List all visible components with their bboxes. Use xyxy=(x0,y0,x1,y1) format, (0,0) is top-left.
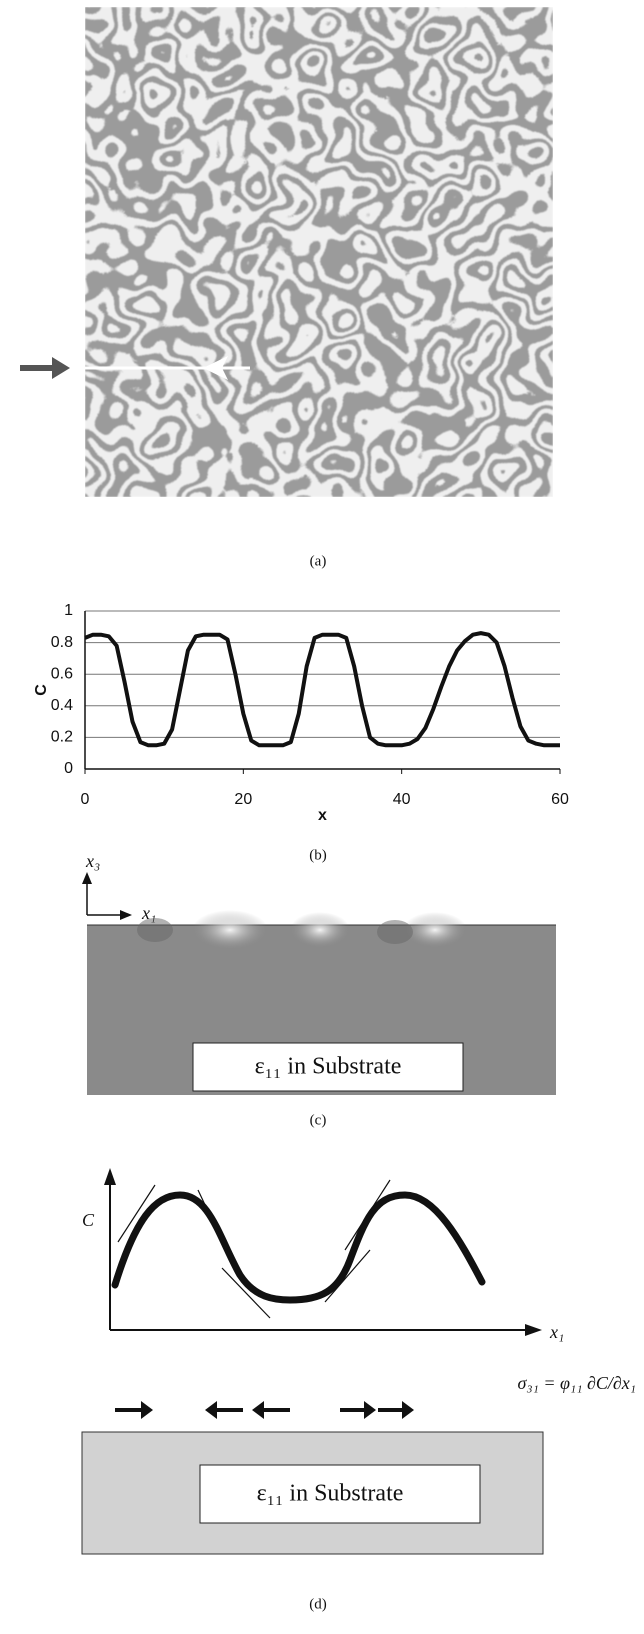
axis-label: x₁ xyxy=(549,1322,564,1342)
strain-glow xyxy=(192,910,268,950)
y-tick-label: 0.4 xyxy=(51,697,73,714)
label-box xyxy=(192,1042,464,1092)
arrow xyxy=(203,356,228,380)
label-box xyxy=(199,1464,481,1524)
strain-glow xyxy=(290,912,350,948)
tangent-lines xyxy=(117,1179,391,1319)
arrowhead xyxy=(120,910,132,920)
x-tick-label: 40 xyxy=(393,791,411,808)
caption: (b) xyxy=(309,847,327,863)
equation: σ₃₁ = φ₁₁ ∂C/∂x₁ xyxy=(517,1373,636,1393)
box-label: ε₁₁ in Substrate xyxy=(257,1481,404,1507)
strain-shadow xyxy=(377,920,413,944)
y-tick-label: 0 xyxy=(64,760,73,777)
data-line xyxy=(84,631,560,748)
arrow xyxy=(20,357,70,379)
y-tick-label: 0.2 xyxy=(51,729,73,746)
strain-shadow xyxy=(137,918,173,942)
box-label: ε₁₁ in Substrate xyxy=(255,1054,402,1080)
y-tick-label: 0.8 xyxy=(51,634,73,651)
axis-label: C xyxy=(82,1210,95,1230)
x-tick-label: 20 xyxy=(234,791,252,808)
y-axis-title: C xyxy=(33,684,50,696)
strain-glow xyxy=(403,912,467,948)
x-axis-title: x xyxy=(318,807,327,824)
arrowhead xyxy=(82,872,92,884)
x-tick-label: 0 xyxy=(81,791,90,808)
caption: (a) xyxy=(310,553,327,569)
stress-arrows xyxy=(115,1401,414,1419)
caption: (d) xyxy=(309,1596,327,1612)
y-tick-label: 1 xyxy=(64,602,73,619)
schematic-curve xyxy=(111,1191,486,1304)
axis-label: x₃ xyxy=(85,851,100,871)
caption: (c) xyxy=(310,1112,327,1128)
line-chart: 0 0.2 0.4 0.6 0.8 1 0 20 40 60 x C xyxy=(33,602,569,824)
y-tick-label: 0.6 xyxy=(51,665,73,682)
pattern-image xyxy=(85,7,553,497)
arrowhead xyxy=(104,1168,116,1185)
x-tick-label: 60 xyxy=(551,791,569,808)
arrowhead xyxy=(525,1324,542,1336)
